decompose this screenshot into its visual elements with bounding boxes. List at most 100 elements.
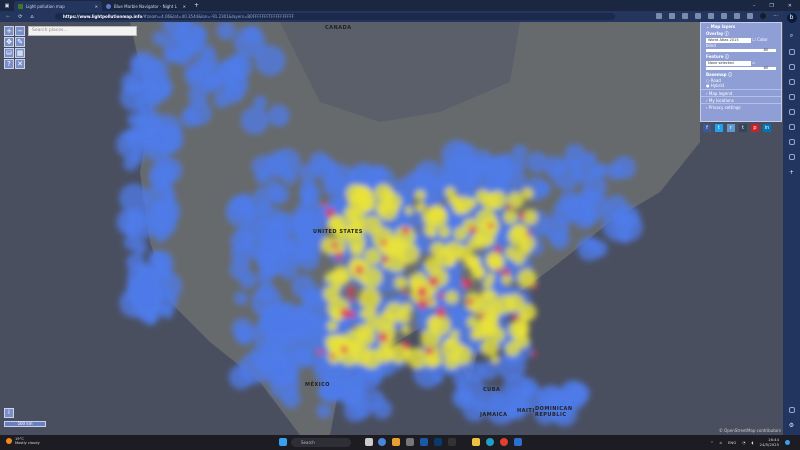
- feature-opacity-slider[interactable]: 80: [706, 66, 776, 70]
- close-tab-icon[interactable]: ✕: [182, 3, 186, 9]
- app-icon[interactable]: [392, 438, 400, 446]
- feature-option-icon[interactable]: ▫: [752, 60, 755, 65]
- info-icon[interactable]: ⓘ: [727, 72, 732, 77]
- sidebar-app-icon[interactable]: [788, 79, 795, 85]
- pinterest-button[interactable]: p: [751, 124, 759, 132]
- privacy-settings-section[interactable]: › Privacy settings: [701, 103, 781, 110]
- basemap-hybrid-radio[interactable]: ● Hybrid: [706, 83, 724, 88]
- map-legend-section[interactable]: › Map legend: [701, 89, 781, 96]
- taskbar-search[interactable]: Search: [291, 438, 351, 447]
- favicon-icon: [106, 3, 111, 9]
- app-icon[interactable]: [420, 438, 428, 446]
- label-united-states: UNITED STATES: [313, 229, 363, 235]
- chrome-icon[interactable]: [500, 438, 508, 446]
- app-icon[interactable]: [448, 438, 456, 446]
- draw-button[interactable]: ✎: [15, 37, 25, 47]
- add-icon[interactable]: +: [788, 169, 795, 176]
- downloads-icon[interactable]: [747, 13, 754, 19]
- browser-essentials-icon[interactable]: [734, 13, 741, 19]
- restore-button[interactable]: ❐: [769, 2, 774, 9]
- map-canvas[interactable]: CANADA UNITED STATES MÉXICO CUBA JAMAICA…: [0, 22, 783, 435]
- wifi-icon[interactable]: ◔: [742, 439, 746, 445]
- light-blob: [466, 316, 479, 328]
- sidebar-app-icon[interactable]: [788, 64, 795, 70]
- tab-actions-icon[interactable]: ▣: [4, 2, 10, 9]
- url-field[interactable]: https://www.lightpollutionmap.info/#zoom…: [55, 13, 615, 20]
- zoom-in-button[interactable]: +: [4, 26, 14, 36]
- locate-button[interactable]: ✥: [4, 37, 14, 47]
- task-view-icon[interactable]: [365, 438, 373, 446]
- back-icon[interactable]: ←: [6, 13, 11, 20]
- tab-blue-marble[interactable]: Blue Marble Navigator - Night L ✕: [102, 1, 190, 11]
- reddit-button[interactable]: r: [727, 124, 735, 132]
- light-blob: [468, 161, 485, 178]
- sidebar-app-icon[interactable]: [788, 124, 795, 130]
- app-icon[interactable]: [406, 438, 414, 446]
- facebook-button[interactable]: f: [703, 124, 711, 132]
- notification-icon[interactable]: [785, 439, 790, 445]
- read-aloud-icon[interactable]: [656, 13, 663, 19]
- light-blob: [503, 209, 518, 225]
- zoom-out-button[interactable]: −: [15, 26, 25, 36]
- close-button[interactable]: ✕: [787, 2, 792, 9]
- my-locations-section[interactable]: › My locations: [701, 96, 781, 103]
- layers-button[interactable]: ⛁: [4, 48, 14, 58]
- tab-light-pollution-map[interactable]: Light pollution map ✕: [14, 1, 102, 11]
- word-icon[interactable]: [514, 438, 522, 446]
- extension-icon[interactable]: [682, 13, 689, 19]
- language-indicator[interactable]: ENG: [728, 439, 737, 445]
- collections-icon[interactable]: [721, 13, 728, 19]
- settings-icon[interactable]: ⚙: [788, 422, 795, 429]
- section-label: Map legend: [708, 91, 733, 96]
- photoshop-icon[interactable]: [434, 438, 442, 446]
- overlay-select[interactable]: World Atlas 2015: [706, 38, 751, 43]
- light-blob: [163, 186, 176, 200]
- file-explorer-icon[interactable]: [472, 438, 480, 446]
- app-icon[interactable]: [378, 438, 386, 446]
- network-icon[interactable]: ⌂: [719, 439, 722, 445]
- copilot-icon[interactable]: b: [786, 13, 797, 23]
- overlay-opacity-slider[interactable]: 80: [706, 48, 776, 52]
- search-places-input[interactable]: Search places...: [28, 26, 137, 36]
- info-icon[interactable]: ⓘ: [724, 54, 729, 59]
- more-icon[interactable]: ···: [773, 13, 778, 19]
- light-blob: [213, 90, 232, 109]
- sidebar-app-icon[interactable]: [788, 49, 795, 55]
- feature-select[interactable]: None selected: [706, 61, 751, 66]
- system-tray: ^ ⌂ ENG ◔ ◖ 16:44 24/5/2025: [710, 437, 790, 447]
- attribution[interactable]: © OpenStreetMap contributors: [718, 428, 781, 433]
- hide-sidebar-icon[interactable]: [788, 407, 795, 413]
- chevron-up-icon[interactable]: ^: [710, 439, 714, 445]
- close-tab-icon[interactable]: ✕: [94, 3, 98, 9]
- start-icon[interactable]: [279, 438, 287, 446]
- tumblr-button[interactable]: t: [739, 124, 747, 132]
- refresh-icon[interactable]: ⟳: [18, 13, 23, 20]
- info-button[interactable]: i: [4, 408, 14, 418]
- tools-button[interactable]: ✕: [15, 59, 25, 69]
- clock[interactable]: 16:44 24/5/2025: [760, 437, 779, 447]
- profile-avatar[interactable]: [760, 13, 767, 19]
- minimize-button[interactable]: –: [752, 2, 756, 9]
- new-tab-button[interactable]: +: [194, 2, 200, 9]
- sidebar-app-icon[interactable]: [788, 109, 795, 115]
- basemap-road-radio[interactable]: ○ Road: [706, 78, 721, 83]
- info-icon[interactable]: ⓘ: [724, 31, 729, 36]
- edge-icon[interactable]: [486, 438, 494, 446]
- sidebar-app-icon[interactable]: [788, 154, 795, 160]
- search-icon[interactable]: ⌕: [789, 32, 794, 39]
- favorites-icon[interactable]: [708, 13, 715, 19]
- help-button[interactable]: ?: [4, 59, 14, 69]
- color-blind-checkbox[interactable]: ☐: [752, 37, 756, 42]
- twitter-button[interactable]: t: [715, 124, 723, 132]
- linkedin-button[interactable]: in: [763, 124, 771, 132]
- home-icon[interactable]: ⌂: [30, 13, 34, 20]
- chart-button[interactable]: ▦: [15, 48, 25, 58]
- sidebar-app-icon[interactable]: [788, 94, 795, 100]
- sidebar-app-icon[interactable]: [788, 139, 795, 145]
- weather-widget[interactable]: 19°C Mostly cloudy: [6, 437, 40, 445]
- volume-icon[interactable]: ◖: [751, 439, 754, 445]
- favorite-icon[interactable]: [669, 13, 676, 19]
- split-screen-icon[interactable]: [695, 13, 702, 19]
- light-blob: [551, 400, 578, 427]
- map-layers-header[interactable]: ⌄ Map layers: [706, 24, 736, 29]
